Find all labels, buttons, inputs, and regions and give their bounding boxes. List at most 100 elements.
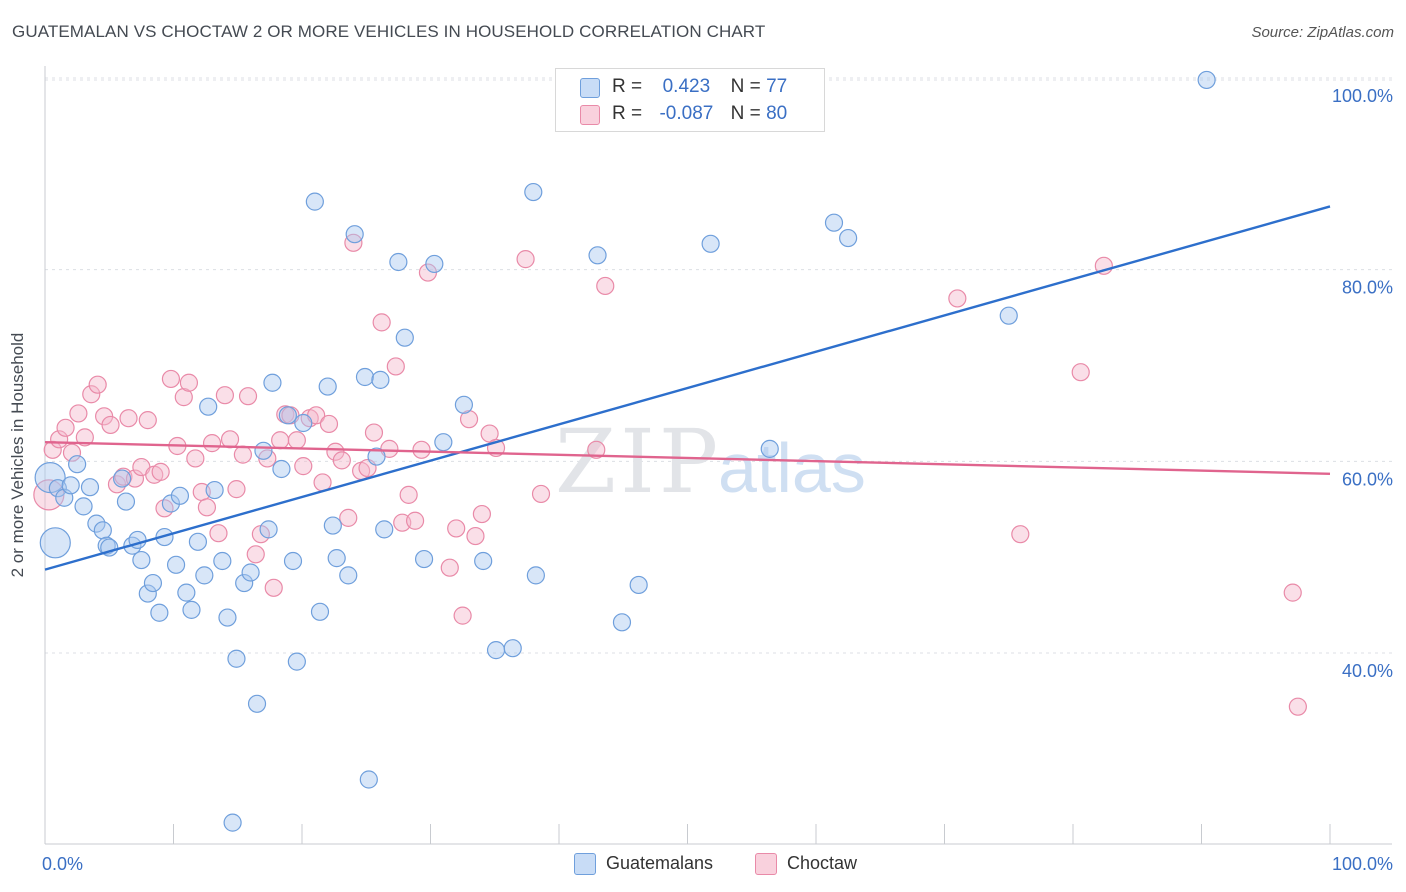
source-label: Source: ZipAtlas.com <box>1251 24 1394 41</box>
choctaw-point <box>238 387 258 406</box>
choctaw-point <box>399 485 418 504</box>
choctaw-point <box>948 289 967 308</box>
guatemalan-point <box>195 566 214 585</box>
guatemalan-point <box>213 551 232 571</box>
legend-n-label: N = <box>730 76 761 97</box>
trend-lines <box>44 205 1331 571</box>
guatemalan-point <box>414 549 434 569</box>
guatemalan-point <box>74 497 93 516</box>
guatemalan-point <box>143 573 163 593</box>
choctaw-point <box>319 414 339 434</box>
legend-n-value: 77 <box>766 76 788 97</box>
choctaw-point <box>294 457 313 476</box>
guatemalan-point <box>760 439 779 458</box>
y-tick-label: 100.0% <box>1332 86 1393 106</box>
guatemalan-point <box>177 583 196 602</box>
choctaw-point <box>101 415 120 435</box>
legend-r-value: 0.423 <box>662 76 711 97</box>
guatemalan-point <box>199 397 218 416</box>
guatemalan-point <box>454 395 474 414</box>
guatemalan-point <box>227 649 246 668</box>
choctaw-point <box>531 484 551 504</box>
choctaw-point <box>151 462 170 481</box>
guatemalan-point <box>526 566 545 585</box>
guatemalan-points <box>34 70 1216 832</box>
choctaw-point <box>412 440 431 459</box>
choctaw-point <box>287 431 306 450</box>
watermark: ZIP atlas <box>555 410 866 513</box>
legend-r-label: R = <box>612 76 643 97</box>
guatemalan-point <box>287 652 306 671</box>
axes <box>44 66 1392 845</box>
correlation-legend: R = 0.423 N = 77 R = -0.087 N = 80 <box>555 68 825 132</box>
choctaw-point <box>405 511 425 530</box>
choctaw-point <box>587 440 606 459</box>
guatemalan-point <box>486 641 506 660</box>
choctaw-point <box>516 250 535 269</box>
guatemalan-point <box>503 639 522 658</box>
tick-labels: 40.0% 60.0% 80.0% 100.0% 0.0% 100.0% <box>42 86 1393 874</box>
guatemalan-point <box>283 551 303 571</box>
guatemalan-point <box>87 514 106 533</box>
choctaw-point <box>69 404 88 423</box>
guatemalan-point <box>272 459 291 479</box>
guatemalan-point <box>182 600 201 619</box>
choctaw-point <box>1071 363 1090 382</box>
legend-swatch-blue <box>580 78 600 98</box>
x-tick-label: 0.0% <box>42 854 83 874</box>
watermark-zip: ZIP <box>555 410 722 513</box>
choctaw-point <box>447 519 466 538</box>
guatemalan-point <box>474 551 493 571</box>
guatemalan-point <box>188 532 208 551</box>
choctaw-point <box>82 385 101 404</box>
guatemalan-point <box>223 813 242 832</box>
guatemalan-point <box>1197 70 1216 90</box>
choctaw-point <box>332 451 351 470</box>
guatemalan-point <box>389 252 408 272</box>
choctaw-point <box>161 369 181 389</box>
bottom-legend-swatch-pink <box>755 853 777 875</box>
choctaw-point <box>215 386 234 405</box>
chart-title: GUATEMALAN VS CHOCTAW 2 OR MORE VEHICLES… <box>12 22 766 41</box>
guatemalan-point <box>138 584 157 603</box>
choctaw-point <box>1011 525 1030 544</box>
y-tick-label: 60.0% <box>1342 469 1393 489</box>
guatemalan-point <box>318 377 337 396</box>
choctaw-point <box>197 498 217 517</box>
legend-r-value: -0.087 <box>659 103 714 124</box>
choctaw-point <box>62 443 82 462</box>
guatemalan-point <box>93 521 112 540</box>
choctaw-point <box>125 469 145 488</box>
legend-n-value: 80 <box>766 103 788 124</box>
choctaw-point <box>119 409 138 428</box>
choctaw-point <box>246 545 265 564</box>
y-tick-label: 40.0% <box>1342 661 1393 681</box>
guatemalan-point <box>61 476 80 495</box>
y-tick-label: 80.0% <box>1342 278 1393 298</box>
guatemalan-point <box>150 603 169 622</box>
choctaw-point <box>233 445 252 464</box>
guatemalan-point <box>305 192 324 211</box>
choctaw-point <box>75 428 94 447</box>
guatemalan-point <box>345 225 364 244</box>
choctaw-point <box>56 418 75 437</box>
guatemalan-point <box>170 486 190 505</box>
guatemalan-point <box>359 770 378 789</box>
guatemalan-point <box>116 492 136 511</box>
choctaw-point <box>440 558 459 577</box>
guatemalan-point <box>375 520 394 539</box>
bottom-legend-swatch-blue <box>574 853 596 875</box>
choctaw-point <box>1288 697 1307 716</box>
choctaw-point <box>339 508 358 527</box>
guatemalan-point <box>112 469 132 488</box>
guatemalan-point <box>80 478 100 497</box>
guatemalan-point <box>132 550 151 570</box>
choctaw-point <box>209 524 228 543</box>
guatemalan-point <box>218 608 237 627</box>
guatemalan-point <box>371 370 390 389</box>
choctaw-point <box>372 313 391 332</box>
choctaw-point <box>1283 583 1302 602</box>
guatemalan-point <box>323 516 342 535</box>
guatemalan-point <box>235 573 254 593</box>
guatemalan-point <box>263 373 282 392</box>
